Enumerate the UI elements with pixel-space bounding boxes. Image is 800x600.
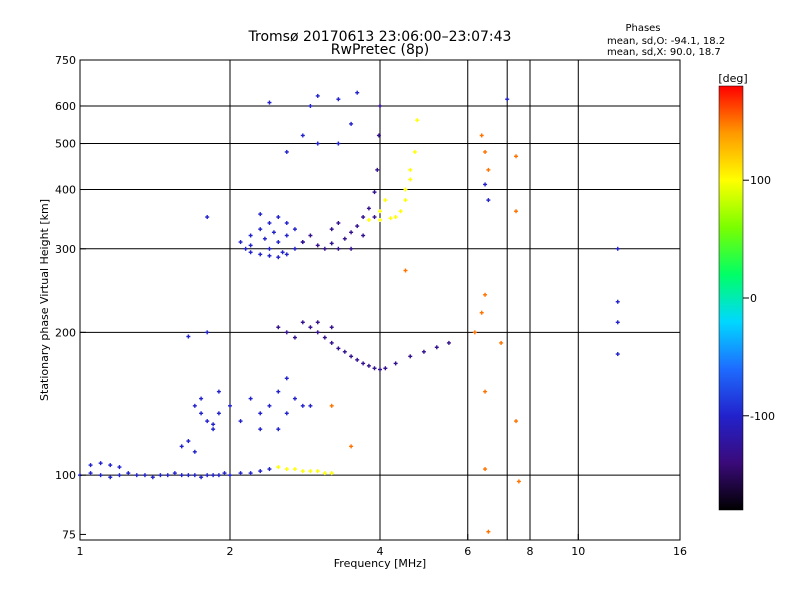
x-tick-label: 2 <box>227 545 234 558</box>
y-tick-label: 75 <box>62 528 76 541</box>
grid-lines <box>80 60 680 540</box>
x-axis-label: Frequency [MHz] <box>334 557 426 570</box>
y-axis-label: Stationary phase Virtual Height [km] <box>38 199 51 401</box>
y-tick-label: 100 <box>55 469 76 482</box>
data-points <box>78 90 620 534</box>
y-axis-ticks: 75 100 200 300 400 500 600 750 <box>55 54 86 541</box>
y-tick-label: 500 <box>55 138 76 151</box>
chart-title: Tromsø 20170613 23:06:00–23:07:43 <box>248 29 512 45</box>
phases-x-stats: mean, sd,X: 90.0, 18.7 <box>607 47 721 58</box>
colorbar-tick-label: 0 <box>750 292 757 305</box>
x-tick-label: 6 <box>464 545 471 558</box>
x-tick-label: 8 <box>527 545 534 558</box>
y-tick-label: 400 <box>55 184 76 197</box>
y-tick-label: 750 <box>55 54 76 67</box>
x-axis-ticks: 1 2 4 6 8 10 16 <box>77 534 687 558</box>
x-tick-label: 10 <box>571 545 585 558</box>
colorbar: [deg] 100 0 -100 <box>718 72 775 511</box>
y-tick-label: 200 <box>55 326 76 339</box>
phases-heading: Phases <box>625 23 660 34</box>
chart-subtitle: RwPretec (8p) <box>331 42 429 58</box>
x-tick-label: 4 <box>377 545 384 558</box>
x-tick-label: 1 <box>77 545 84 558</box>
x-tick-label: 16 <box>673 545 687 558</box>
colorbar-tick-label: 100 <box>750 174 771 187</box>
phases-o-stats: mean, sd,O: -94.1, 18.2 <box>607 36 725 47</box>
colorbar-label: [deg] <box>718 72 747 85</box>
colorbar-ticks: 100 0 -100 <box>743 174 775 423</box>
y-tick-label: 600 <box>55 100 76 113</box>
plot-area: 1 2 4 6 8 10 16 75 100 200 300 400 500 600 750 <box>55 54 687 558</box>
y-tick-label: 300 <box>55 243 76 256</box>
colorbar-gradient <box>718 85 744 511</box>
colorbar-tick-label: -100 <box>750 410 775 423</box>
